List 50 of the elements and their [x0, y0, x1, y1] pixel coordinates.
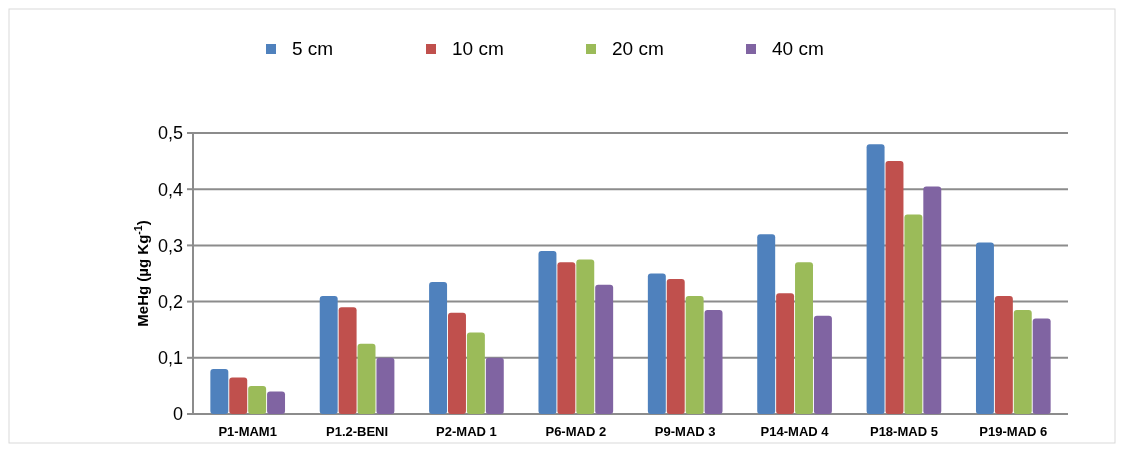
bar — [1032, 318, 1051, 414]
bar — [357, 343, 376, 414]
bar — [904, 214, 923, 414]
y-tick-label: 0,3 — [157, 235, 183, 256]
bar — [267, 391, 286, 414]
x-tick-label: P1-MAM1 — [218, 424, 277, 439]
y-tick-label: 0,5 — [157, 123, 183, 144]
y-tick-label: 0 — [172, 404, 183, 425]
x-tick-label: P1.2-BENI — [325, 424, 389, 439]
y-tick-label: 0,2 — [157, 291, 183, 312]
bar — [704, 310, 723, 414]
legend-label: 10 cm — [452, 38, 504, 60]
x-tick-label: P6-MAD 2 — [545, 424, 607, 439]
x-tick-label: P19-MAD 6 — [979, 424, 1048, 439]
bar — [376, 357, 395, 414]
bar — [975, 242, 994, 414]
legend-label: 5 cm — [292, 38, 334, 60]
bar — [813, 315, 832, 414]
bar — [795, 262, 813, 414]
bar — [685, 295, 704, 414]
bar — [666, 279, 685, 414]
bar — [866, 144, 885, 414]
bar — [485, 357, 504, 414]
bar — [248, 385, 267, 414]
y-tick-label: 0,1 — [157, 348, 183, 369]
legend-label: 20 cm — [612, 38, 664, 60]
bar — [319, 295, 338, 414]
legend-label: 40 cm — [772, 38, 824, 60]
x-tick-label: P2-MAD 1 — [436, 424, 497, 439]
bar — [647, 273, 666, 414]
bar — [994, 295, 1013, 414]
bar — [1013, 310, 1032, 414]
bar — [557, 262, 576, 414]
bar — [448, 312, 466, 414]
bar — [229, 377, 248, 414]
bar — [466, 332, 485, 414]
x-tick-label: P18-MAD 5 — [869, 424, 938, 439]
y-tick-label: 0,4 — [157, 179, 183, 200]
bar — [210, 369, 229, 414]
bar — [595, 284, 614, 414]
bar — [757, 234, 776, 414]
bar — [776, 293, 795, 414]
bar — [538, 251, 557, 414]
bar — [338, 307, 357, 414]
bar — [885, 161, 904, 414]
bar — [429, 281, 448, 414]
x-tick-label: P9-MAD 3 — [654, 424, 716, 439]
bar — [923, 186, 942, 414]
x-tick-label: P14-MAD 4 — [760, 424, 830, 439]
bar — [576, 259, 595, 414]
